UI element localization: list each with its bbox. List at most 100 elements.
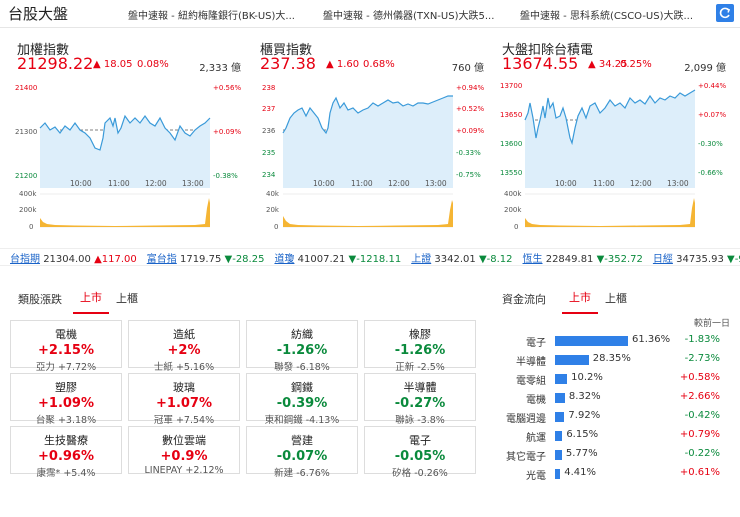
flow-sector: 其它電子 [506,452,546,463]
vol-tick: 400k [504,190,522,198]
stock-pct: -4.13% [305,415,340,426]
intraday-line [39,114,211,151]
stock-name: 冠軍 [153,415,173,426]
flow-row[interactable]: 電零組 10.2% +0.58% [498,372,736,391]
sector-name: 紡織 [291,328,313,341]
ticker-label[interactable]: 恆生 [522,253,543,265]
flow-row[interactable]: 電腦週邊 7.92% -0.42% [498,410,736,429]
index-name: 櫃買指數 [260,43,313,58]
pct-tick: +0.07% [698,111,726,119]
ticker-label[interactable]: 日經 [652,253,673,265]
vol-tick: 0 [29,223,33,231]
time-tick: 13:00 [182,179,204,188]
stock-name: 聯發 [274,362,294,373]
tab-otc[interactable]: 上櫃 [605,292,627,305]
sector-cell[interactable]: 紡織 -1.26% 聯發 -6.18% [246,320,358,373]
stock-pct: +5.4% [63,468,96,479]
stock-name: 康霈* [36,468,61,479]
ticker-change: ▼-1218.11 [348,253,402,265]
flow-prev: +0.61% [679,467,720,478]
sector-cell[interactable]: 電機 +2.15% 亞力 +7.72% [10,320,122,373]
page-title: 台股大盤 [8,5,69,23]
sector-cell[interactable]: 生技醫療 +0.96% 康霈* +5.4% [10,426,122,479]
sector-cell[interactable]: 塑膠 +1.09% 台聚 +3.18% [10,373,122,426]
index-pct: 0.08% [137,59,169,70]
index-chart: 13700 13650 13600 13550 +0.44% +0.07% -0… [500,82,726,231]
stock-name: 聯詠 [395,415,415,426]
stock-pct: +3.18% [57,415,97,426]
ticker-item[interactable]: 道瓊 41007.21 ▼-1218.11 [274,250,401,265]
stock-name: 正新 [395,362,415,373]
pct-tick: +0.09% [213,128,241,136]
sector-tabs: 類股漲跌 上市 上櫃 [10,284,145,314]
sector-name: 電子 [409,434,431,447]
flow-row[interactable]: 航運 6.15% +0.79% [498,429,736,448]
flow-row[interactable]: 電子 61.36% -1.83% [498,334,736,353]
flow-bar [555,374,568,384]
sector-cell[interactable]: 橡膠 -1.26% 正新 -2.5% [364,320,476,373]
sector-cell[interactable]: 電子 -0.05% 矽格 -0.26% [364,426,476,479]
index-volume: 760 億 [451,63,484,74]
news-item[interactable]: 盤中速報 - 思科系統(CSCO-US)大跌... [520,11,694,22]
flow-sector: 電零組 [516,376,546,387]
stock-name: LINEPAY [144,465,183,476]
sector-top-stock: 冠軍 +7.54% [129,412,239,426]
y-tick: 21300 [15,128,37,136]
flow-bar [555,431,563,441]
pct-tick: -0.30% [698,140,723,148]
flow-pct: 28.35% [592,353,631,364]
intraday-area [40,116,210,188]
index-change: ▲ 1.60 [326,59,360,70]
sector-cell[interactable]: 營建 -0.07% 新建 -6.76% [246,426,358,479]
flow-pct: 8.32% [568,391,601,402]
pct-tick: +0.56% [213,84,241,92]
tab-listed[interactable]: 上市 [562,284,598,314]
index-panels: 加權指數 21298.22 ▲ 18.05 0.08% 2,333 億 2140… [0,30,740,245]
refresh-button[interactable] [716,4,734,22]
flow-sector: 電腦週邊 [506,414,546,425]
ticker-item[interactable]: 富台指 1719.75 ▼-28.25 [147,250,265,265]
time-tick: 12:00 [388,179,410,188]
ticker-item[interactable]: 台指期 21304.00 ▲117.00 [10,250,137,265]
stock-name: 矽格 [392,468,412,479]
sector-name: 生技醫療 [44,434,88,447]
flow-row[interactable]: 光電 4.41% +0.61% [498,467,736,486]
y-tick: 13600 [500,140,522,148]
tab-listed[interactable]: 上市 [73,284,109,314]
ticker-label[interactable]: 台指期 [10,253,40,265]
flow-pct: 5.77% [565,448,598,459]
flow-row[interactable]: 半導體 28.35% -2.73% [498,353,736,372]
index-volume: 2,099 億 [684,63,726,74]
index-panel-ex-tsmc[interactable]: 大盤扣除台積電 13674.55 ▲ 34.25 0.25% 2,099 億 1… [500,30,728,245]
flow-prev: +2.66% [679,391,720,402]
y-tick: 21200 [15,172,37,180]
stock-name: 東和鋼鐵 [264,415,303,426]
flow-pct: 10.2% [571,372,603,383]
vol-tick: 40k [266,190,280,198]
tab-otc[interactable]: 上櫃 [116,292,138,305]
flow-prev: +0.79% [679,429,720,440]
stock-pct: -3.8% [417,415,445,426]
ticker-item[interactable]: 日經 34735.93 ▼-989.94 [653,250,740,265]
news-item[interactable]: 盤中速報 - 德州儀器(TXN-US)大跌5... [323,11,495,22]
stock-name: 亞力 [35,362,55,373]
sector-name: 橡膠 [409,328,431,341]
index-panel-otc[interactable]: 櫃買指數 237.38 ▲ 1.60 0.68% 760 億 238 237 2… [258,30,486,245]
sector-cell[interactable]: 半導體 -0.27% 聯詠 -3.8% [364,373,476,426]
news-item[interactable]: 盤中速報 - 紐約梅隆銀行(BK-US)大... [128,11,295,22]
ticker-label[interactable]: 富台指 [146,253,177,265]
ticker-label[interactable]: 上證 [411,253,432,265]
money-flow-panel: 資金流向 上市 上櫃 較前一日 電子 61.36% -1.83% 半導體 28.35% -… [498,284,736,512]
sector-cell[interactable]: 鋼鐵 -0.39% 東和鋼鐵 -4.13% [246,373,358,426]
ticker-item[interactable]: 恆生 22849.81 ▼-352.72 [523,250,643,265]
ticker-item[interactable]: 上證 3342.01 ▼-8.12 [411,250,512,265]
sector-cell[interactable]: 玻璃 +1.07% 冠軍 +7.54% [128,373,240,426]
flow-row[interactable]: 其它電子 5.77% -0.22% [498,448,736,467]
flow-row[interactable]: 電機 8.32% +2.66% [498,391,736,410]
y-tick: 236 [262,127,276,135]
ticker-label[interactable]: 道瓊 [274,253,295,265]
sector-cell[interactable]: 造紙 +2% 士紙 +5.16% [128,320,240,373]
index-price: 237.38 [260,54,316,73]
sector-cell[interactable]: 數位雲端 +0.9% LINEPAY +2.12% [128,426,240,476]
index-panel-taiex[interactable]: 加權指數 21298.22 ▲ 18.05 0.08% 2,333 億 2140… [15,30,243,245]
